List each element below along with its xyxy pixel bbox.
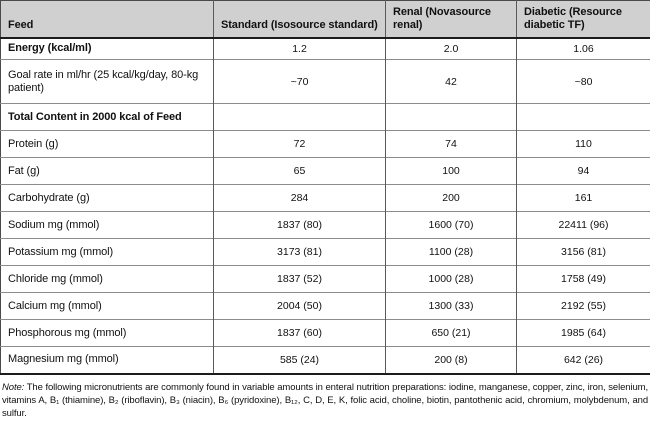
value-cell: 110 — [516, 130, 650, 158]
row-label: Sodium mg (mmol) — [0, 211, 214, 239]
value-cell: 585 (24) — [213, 346, 386, 374]
table-row-calcium: Calcium mg (mmol) 2004 (50) 1300 (33) 21… — [0, 292, 650, 320]
enteral-feeds-table: Feed Standard (Isosource standard) Renal… — [0, 0, 650, 375]
value-cell: 1600 (70) — [385, 211, 517, 239]
value-cell: 1758 (49) — [516, 265, 650, 293]
footnote-label: Note: — [2, 381, 25, 393]
value-cell: 200 — [385, 184, 517, 212]
footnote-text: The following micronutrients are commonl… — [2, 381, 648, 419]
value-cell: 2.0 — [385, 37, 517, 60]
table-row-goal-rate: Goal rate in ml/hr (25 kcal/kg/day, 80-k… — [0, 59, 650, 104]
value-cell: 1000 (28) — [385, 265, 517, 293]
row-label: Calcium mg (mmol) — [0, 292, 214, 320]
value-cell: 1.2 — [213, 37, 386, 60]
row-label: Goal rate in ml/hr (25 kcal/kg/day, 80-k… — [0, 59, 214, 104]
table-row-phosphorous: Phosphorous mg (mmol) 1837 (60) 650 (21)… — [0, 319, 650, 347]
table-row-protein: Protein (g) 72 74 110 — [0, 130, 650, 158]
value-cell: 1.06 — [516, 37, 650, 60]
table-row-potassium: Potassium mg (mmol) 3173 (81) 1100 (28) … — [0, 238, 650, 266]
value-cell: 1837 (52) — [213, 265, 386, 293]
column-header-renal: Renal (Novasource renal) — [385, 0, 517, 39]
footnote: Note: The following micronutrients are c… — [2, 381, 648, 420]
value-cell: 2192 (55) — [516, 292, 650, 320]
section-row-label: Total Content in 2000 kcal of Feed — [0, 103, 214, 131]
document-page: Feed Standard (Isosource standard) Renal… — [0, 0, 650, 420]
value-cell: 284 — [213, 184, 386, 212]
table-row-section-total-content: Total Content in 2000 kcal of Feed — [0, 103, 650, 131]
column-header-feed: Feed — [0, 0, 214, 39]
value-cell: 42 — [385, 59, 517, 104]
value-cell: 100 — [385, 157, 517, 185]
value-cell — [213, 103, 386, 131]
value-cell: 200 (8) — [385, 346, 517, 374]
column-header-diabetic: Diabetic (Resource diabetic TF) — [516, 0, 650, 39]
row-label: Energy (kcal/ml) — [8, 42, 92, 55]
table-row-carbohydrate: Carbohydrate (g) 284 200 161 — [0, 184, 650, 212]
row-label: Magnesium mg (mmol) — [0, 346, 214, 374]
table-row-chloride: Chloride mg (mmol) 1837 (52) 1000 (28) 1… — [0, 265, 650, 293]
value-cell: 1837 (60) — [213, 319, 386, 347]
row-label: Protein (g) — [0, 130, 214, 158]
table-row-energy: Energy (kcal/ml) 1.2 2.0 1.06 — [1, 37, 650, 60]
table-row-sodium: Sodium mg (mmol) 1837 (80) 1600 (70) 224… — [0, 211, 650, 239]
value-cell: 1300 (33) — [385, 292, 517, 320]
value-cell: 161 — [516, 184, 650, 212]
value-cell: 1985 (64) — [516, 319, 650, 347]
value-cell: 650 (21) — [385, 319, 517, 347]
table-row-magnesium: Magnesium mg (mmol) 585 (24) 200 (8) 642… — [0, 346, 650, 374]
value-cell: 72 — [213, 130, 386, 158]
row-label: Chloride mg (mmol) — [0, 265, 214, 293]
value-cell: 3156 (81) — [516, 238, 650, 266]
value-cell — [385, 103, 517, 131]
value-cell: 1100 (28) — [385, 238, 517, 266]
row-label: Carbohydrate (g) — [0, 184, 214, 212]
value-cell: 74 — [385, 130, 517, 158]
value-cell — [516, 103, 650, 131]
value-cell: 22411 (96) — [516, 211, 650, 239]
header-row: Feed Standard (Isosource standard) Renal… — [0, 0, 650, 39]
row-label: Phosphorous mg (mmol) — [0, 319, 214, 347]
value-cell: 3173 (81) — [213, 238, 386, 266]
value-cell: 94 — [516, 157, 650, 185]
value-cell: 2004 (50) — [213, 292, 386, 320]
row-label: Potassium mg (mmol) — [0, 238, 214, 266]
value-cell: ~80 — [516, 59, 650, 104]
value-cell: 642 (26) — [516, 346, 650, 374]
row-label: Fat (g) — [0, 157, 214, 185]
value-cell: 65 — [213, 157, 386, 185]
value-cell: 1837 (80) — [213, 211, 386, 239]
value-cell: ~70 — [213, 59, 386, 104]
table-row-fat: Fat (g) 65 100 94 — [0, 157, 650, 185]
column-header-standard: Standard (Isosource standard) — [213, 0, 386, 39]
